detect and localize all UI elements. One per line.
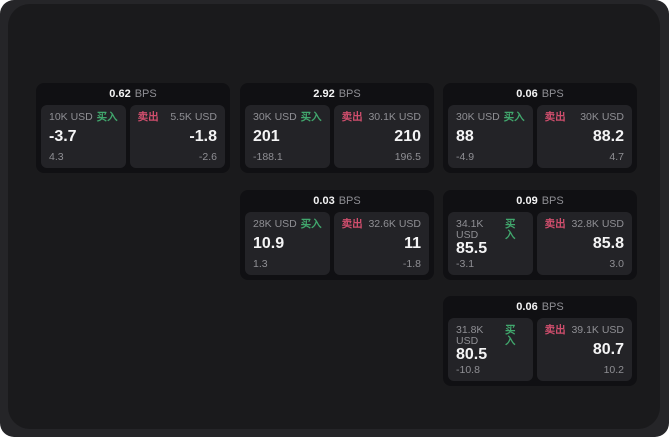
sell-pane[interactable]: 卖出 30K USD 88.2 4.7 [536, 105, 632, 168]
buy-price: 201 [253, 128, 280, 145]
buy-change: 4.3 [49, 150, 64, 163]
sell-price: 88.2 [592, 128, 624, 145]
sell-change: -2.6 [198, 150, 217, 163]
sell-price: -1.8 [189, 128, 217, 145]
card-header: 0.06 BPS [448, 83, 632, 105]
sell-side-label: 卖出 [341, 218, 363, 230]
buy-pane[interactable]: 10K USD 买入 -3.7 4.3 [41, 105, 126, 168]
bps-value: 0.09 [516, 195, 538, 207]
bps-unit-label: BPS [541, 195, 564, 207]
sell-price: 11 [404, 235, 421, 252]
quote-card[interactable]: 2.92 BPS 30K USD 买入 201 -188.1 卖出 30.1K … [240, 83, 434, 173]
sell-pane[interactable]: 卖出 32.6K USD 11 -1.8 [333, 212, 429, 275]
buy-change: -3.1 [456, 257, 475, 270]
buy-price: 85.5 [456, 240, 488, 258]
sell-side-label: 卖出 [544, 324, 566, 336]
sell-change: 196.5 [394, 150, 421, 163]
bps-unit-label: BPS [338, 88, 361, 100]
sell-size: 30K USD [580, 111, 624, 123]
buy-size: 10K USD [49, 111, 93, 123]
buy-change: -10.8 [456, 363, 480, 376]
buy-change: -4.9 [456, 150, 475, 163]
buy-size: 30K USD [456, 111, 500, 123]
sell-pane[interactable]: 卖出 30.1K USD 210 196.5 [333, 105, 429, 168]
card-header: 2.92 BPS [245, 83, 429, 105]
buy-side-label: 买入 [300, 218, 322, 230]
buy-side-label: 买入 [96, 111, 118, 123]
buy-size: 34.1K USD [456, 218, 484, 241]
sell-price: 80.7 [592, 341, 624, 358]
sell-side-label: 卖出 [137, 111, 159, 123]
buy-price: -3.7 [49, 128, 77, 145]
quote-card[interactable]: 0.09 BPS 34.1K USD 买入 85.5 -3.1 卖出 32.8K… [443, 190, 637, 280]
bps-unit-label: BPS [134, 88, 157, 100]
buy-size: 31.8K USD [456, 324, 484, 347]
sell-size: 39.1K USD [571, 324, 624, 336]
bps-unit-label: BPS [541, 301, 564, 313]
quote-card[interactable]: 0.06 BPS 30K USD 买入 88 -4.9 卖出 30K USD 8… [443, 83, 637, 173]
sell-change: -1.8 [402, 257, 421, 270]
sell-price: 210 [394, 128, 421, 145]
bps-value: 0.06 [516, 88, 538, 100]
buy-pane[interactable]: 28K USD 买入 10.9 1.3 [245, 212, 330, 275]
sell-change: 4.7 [609, 150, 624, 163]
sell-pane[interactable]: 卖出 5.5K USD -1.8 -2.6 [129, 105, 225, 168]
sell-size: 5.5K USD [170, 111, 217, 123]
card-header: 0.62 BPS [41, 83, 225, 105]
buy-side-label: 买入 [300, 111, 322, 123]
buy-change: -188.1 [253, 150, 283, 163]
card-body: 30K USD 买入 88 -4.9 卖出 30K USD 88.2 4.7 [448, 105, 632, 168]
buy-side-label: 买入 [505, 324, 516, 347]
sell-price: 85.8 [592, 235, 624, 252]
buy-side-label: 买入 [505, 218, 516, 241]
bps-value: 0.03 [313, 195, 335, 207]
buy-size: 30K USD [253, 111, 297, 123]
buy-price: 10.9 [253, 235, 285, 252]
buy-pane[interactable]: 30K USD 买入 88 -4.9 [448, 105, 533, 168]
bps-value: 0.06 [516, 301, 538, 313]
quote-card[interactable]: 0.03 BPS 28K USD 买入 10.9 1.3 卖出 32.6K US… [240, 190, 434, 280]
sell-size: 32.8K USD [571, 218, 624, 230]
sell-side-label: 卖出 [544, 111, 566, 123]
buy-pane[interactable]: 34.1K USD 买入 85.5 -3.1 [448, 212, 533, 275]
quote-card[interactable]: 0.62 BPS 10K USD 买入 -3.7 4.3 卖出 5.5K USD… [36, 83, 230, 173]
bps-unit-label: BPS [541, 88, 564, 100]
bps-value: 0.62 [109, 88, 131, 100]
buy-price: 88 [456, 128, 474, 145]
buy-pane[interactable]: 30K USD 买入 201 -188.1 [245, 105, 330, 168]
sell-change: 3.0 [609, 257, 624, 270]
card-body: 10K USD 买入 -3.7 4.3 卖出 5.5K USD -1.8 -2.… [41, 105, 225, 168]
buy-side-label: 买入 [503, 111, 525, 123]
card-body: 34.1K USD 买入 85.5 -3.1 卖出 32.8K USD 85.8… [448, 212, 632, 275]
buy-pane[interactable]: 31.8K USD 买入 80.5 -10.8 [448, 318, 533, 381]
bps-unit-label: BPS [338, 195, 361, 207]
buy-price: 80.5 [456, 346, 488, 364]
card-header: 0.03 BPS [245, 190, 429, 212]
card-header: 0.06 BPS [448, 296, 632, 318]
quote-card[interactable]: 0.06 BPS 31.8K USD 买入 80.5 -10.8 卖出 39.1… [443, 296, 637, 386]
card-header: 0.09 BPS [448, 190, 632, 212]
buy-size: 28K USD [253, 218, 297, 230]
card-body: 31.8K USD 买入 80.5 -10.8 卖出 39.1K USD 80.… [448, 318, 632, 381]
sell-side-label: 卖出 [341, 111, 363, 123]
sell-pane[interactable]: 卖出 32.8K USD 85.8 3.0 [536, 212, 632, 275]
sell-pane[interactable]: 卖出 39.1K USD 80.7 10.2 [536, 318, 632, 381]
buy-change: 1.3 [253, 257, 268, 270]
sell-side-label: 卖出 [544, 218, 566, 230]
sell-change: 10.2 [603, 363, 624, 376]
card-body: 30K USD 买入 201 -188.1 卖出 30.1K USD 210 1… [245, 105, 429, 168]
card-body: 28K USD 买入 10.9 1.3 卖出 32.6K USD 11 -1.8 [245, 212, 429, 275]
bps-value: 2.92 [313, 88, 335, 100]
sell-size: 32.6K USD [368, 218, 421, 230]
sell-size: 30.1K USD [368, 111, 421, 123]
